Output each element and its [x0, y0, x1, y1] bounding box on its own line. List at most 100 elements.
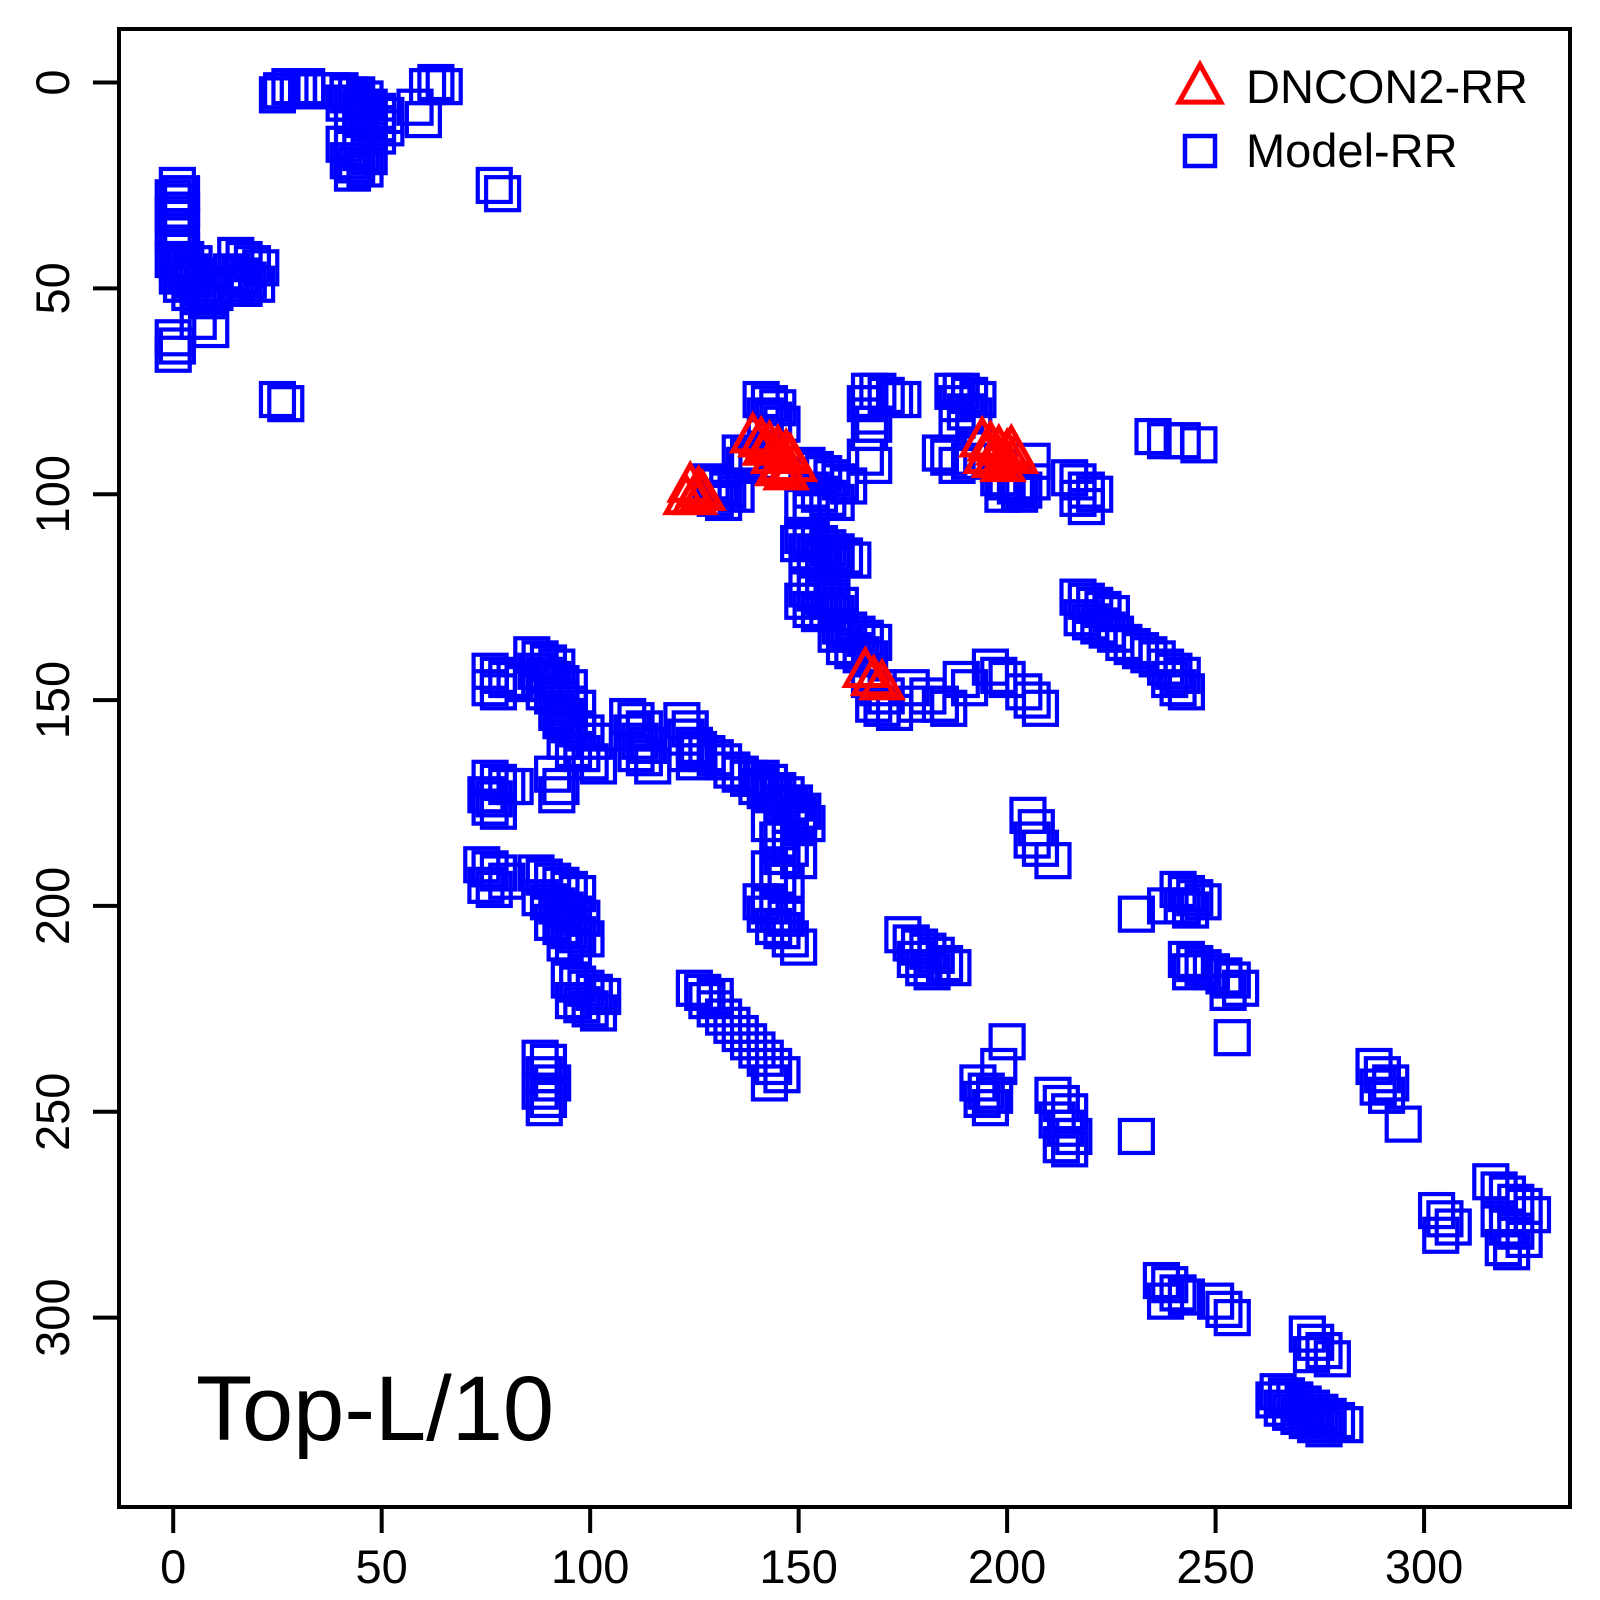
model-rr-point	[417, 63, 455, 102]
model-rr-point	[1042, 1126, 1080, 1164]
x-axis-tick-label: 300	[1385, 1540, 1463, 1593]
model-rr-point	[1363, 1056, 1401, 1094]
dncon2-rr-point	[753, 443, 802, 487]
legend-item-model-rr: Model-RR	[1182, 124, 1458, 177]
model-rr-point	[1213, 1019, 1251, 1057]
model-rr-point	[905, 949, 943, 987]
y-axis-tick-label: 50	[26, 262, 79, 314]
model-rr-point	[1213, 961, 1251, 999]
model-rr-point	[258, 76, 297, 114]
model-rr-point	[579, 747, 618, 785]
model-rr-point	[780, 928, 818, 966]
model-rr-point	[946, 393, 985, 431]
model-rr-point	[1051, 1130, 1089, 1168]
model-rr-point	[1213, 1299, 1251, 1337]
model-rr-point	[175, 245, 213, 283]
model-rr-point	[158, 327, 196, 365]
model-rr-point	[1013, 681, 1051, 719]
model-rr-point	[1167, 673, 1206, 711]
model-rr-point	[1159, 1274, 1197, 1312]
model-rr-point	[346, 150, 384, 188]
model-rr-point	[925, 944, 964, 983]
model-rr-point	[225, 269, 263, 307]
series-model-rr	[154, 63, 1552, 1448]
model-rr-point	[1146, 1282, 1185, 1320]
model-rr-point	[579, 994, 618, 1032]
model-rr-point	[1134, 417, 1172, 456]
model-rr-point	[1013, 821, 1051, 859]
model-rr-point	[1171, 891, 1210, 929]
model-rr-point	[930, 689, 968, 727]
model-rr-point	[963, 1080, 1001, 1119]
model-rr-point	[1180, 426, 1218, 464]
dncon2-rr-point	[741, 422, 790, 466]
dncon2-rr-point	[670, 472, 719, 516]
dncon2-rr-point	[858, 657, 907, 701]
model-rr-point	[834, 541, 872, 579]
model-rr-point	[571, 743, 609, 781]
dncon2-rr-point	[970, 435, 1019, 479]
dncon2-rr-point	[987, 422, 1036, 466]
model-rr-point	[850, 397, 889, 435]
model-rr-point	[1434, 1208, 1472, 1246]
model-rr-point	[1372, 1064, 1410, 1102]
model-rr-point	[1313, 1340, 1351, 1378]
model-rr-point	[237, 265, 276, 303]
model-rr-point	[938, 446, 976, 485]
dncon2-rr-point	[841, 645, 890, 689]
model-rr-point	[559, 916, 597, 954]
model-rr-point	[1159, 669, 1197, 707]
model-rr-point	[325, 84, 363, 122]
model-rr-point	[396, 88, 434, 126]
model-rr-point	[1326, 1406, 1364, 1444]
model-rr-point	[217, 265, 255, 303]
model-rr-point	[1184, 949, 1222, 987]
model-rr-point	[154, 195, 192, 233]
model-rr-point	[625, 739, 663, 777]
model-rr-point	[479, 792, 518, 830]
model-rr-point	[763, 1056, 801, 1094]
model-rr-point	[1117, 895, 1155, 933]
square-icon	[1182, 133, 1218, 169]
model-rr-point	[1505, 1220, 1543, 1258]
x-axis-tick-label: 250	[1176, 1540, 1254, 1593]
y-axis-tick-label: 250	[26, 1073, 79, 1151]
triangle-icon	[1174, 59, 1226, 105]
model-rr-point	[1163, 887, 1201, 925]
model-rr-point	[1255, 1381, 1293, 1419]
model-rr-point	[1305, 1331, 1343, 1370]
model-rr-point	[771, 920, 809, 958]
model-rr-point	[333, 154, 372, 192]
x-axis-tick-label: 100	[551, 1540, 629, 1593]
model-rr-point	[780, 525, 818, 563]
model-rr-point	[1167, 1278, 1206, 1316]
model-rr-point	[258, 380, 297, 419]
model-rr-point	[1059, 479, 1097, 517]
model-rr-point	[667, 734, 705, 773]
model-rr-point	[529, 1080, 568, 1119]
model-rr-point	[846, 385, 884, 423]
model-rr-point	[934, 949, 972, 987]
model-rr-point	[629, 726, 668, 764]
model-rr-point	[976, 1076, 1014, 1114]
plot-frame: 0 50 100 150 200 250 300 0 50 100 150 200 250 300	[26, 27, 1572, 1593]
model-rr-point	[817, 615, 855, 653]
model-rr-point	[1292, 1336, 1331, 1374]
legend-label: DNCON2-RR	[1246, 60, 1528, 113]
model-rr-point	[675, 969, 713, 1007]
model-rr-point	[404, 100, 442, 139]
model-rr-point	[942, 660, 980, 699]
dncon2-rr-point	[849, 653, 898, 697]
model-rr-point	[913, 953, 951, 991]
model-rr-point	[567, 920, 605, 958]
y-axis-tick-label: 200	[26, 867, 79, 945]
model-rr-point	[1021, 689, 1060, 727]
model-rr-point	[1384, 1105, 1422, 1143]
y-axis-tick-label: 100	[26, 455, 79, 533]
model-rr-point	[767, 899, 805, 937]
dncon2-rr-point	[762, 447, 811, 491]
model-rr-point	[675, 743, 713, 781]
model-rr-point	[1021, 829, 1060, 867]
